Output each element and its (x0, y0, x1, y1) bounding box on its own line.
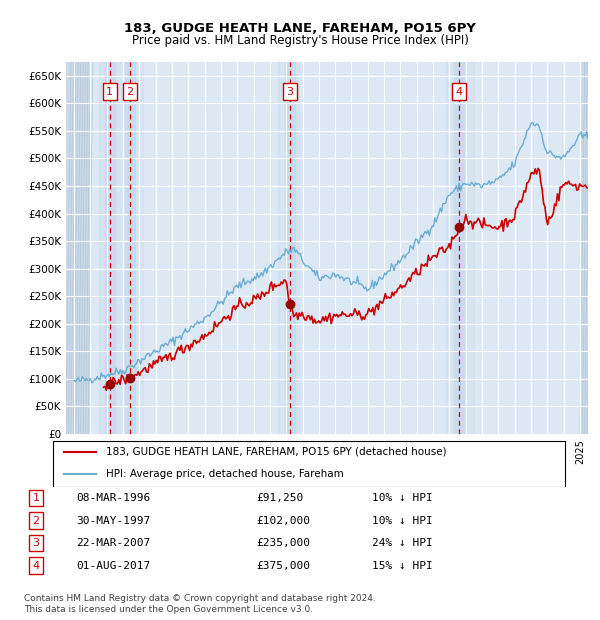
Text: 10% ↓ HPI: 10% ↓ HPI (372, 516, 433, 526)
Text: 22-MAR-2007: 22-MAR-2007 (76, 538, 151, 548)
Text: 1: 1 (32, 493, 40, 503)
Bar (446, 62, 474, 434)
FancyBboxPatch shape (53, 441, 565, 487)
Text: 4: 4 (32, 560, 40, 571)
Text: 1: 1 (106, 87, 113, 97)
Text: Contains HM Land Registry data © Crown copyright and database right 2024.
This d: Contains HM Land Registry data © Crown c… (24, 595, 376, 614)
Bar (98, 62, 143, 434)
Text: £235,000: £235,000 (256, 538, 310, 548)
Bar (285, 62, 295, 434)
Text: £375,000: £375,000 (256, 560, 310, 571)
Text: 30-MAY-1997: 30-MAY-1997 (76, 516, 151, 526)
Text: 183, GUDGE HEATH LANE, FAREHAM, PO15 6PY: 183, GUDGE HEATH LANE, FAREHAM, PO15 6PY (124, 22, 476, 35)
Text: 08-MAR-1996: 08-MAR-1996 (76, 493, 151, 503)
Text: 3: 3 (32, 538, 40, 548)
Bar (454, 62, 464, 434)
Text: 24% ↓ HPI: 24% ↓ HPI (372, 538, 433, 548)
Text: Price paid vs. HM Land Registry's House Price Index (HPI): Price paid vs. HM Land Registry's House … (131, 34, 469, 47)
Bar (278, 62, 299, 434)
Text: 2: 2 (32, 516, 40, 526)
Text: 3: 3 (286, 87, 293, 97)
Text: £102,000: £102,000 (256, 516, 310, 526)
Text: HPI: Average price, detached house, Fareham: HPI: Average price, detached house, Fare… (106, 469, 344, 479)
Text: 01-AUG-2017: 01-AUG-2017 (76, 560, 151, 571)
Text: 183, GUDGE HEATH LANE, FAREHAM, PO15 6PY (detached house): 183, GUDGE HEATH LANE, FAREHAM, PO15 6PY… (106, 447, 447, 457)
Text: 4: 4 (455, 87, 463, 97)
Bar (105, 62, 115, 434)
Text: £91,250: £91,250 (256, 493, 303, 503)
Bar (125, 62, 134, 434)
Text: 2: 2 (126, 87, 133, 97)
Text: 15% ↓ HPI: 15% ↓ HPI (372, 560, 433, 571)
Text: 10% ↓ HPI: 10% ↓ HPI (372, 493, 433, 503)
